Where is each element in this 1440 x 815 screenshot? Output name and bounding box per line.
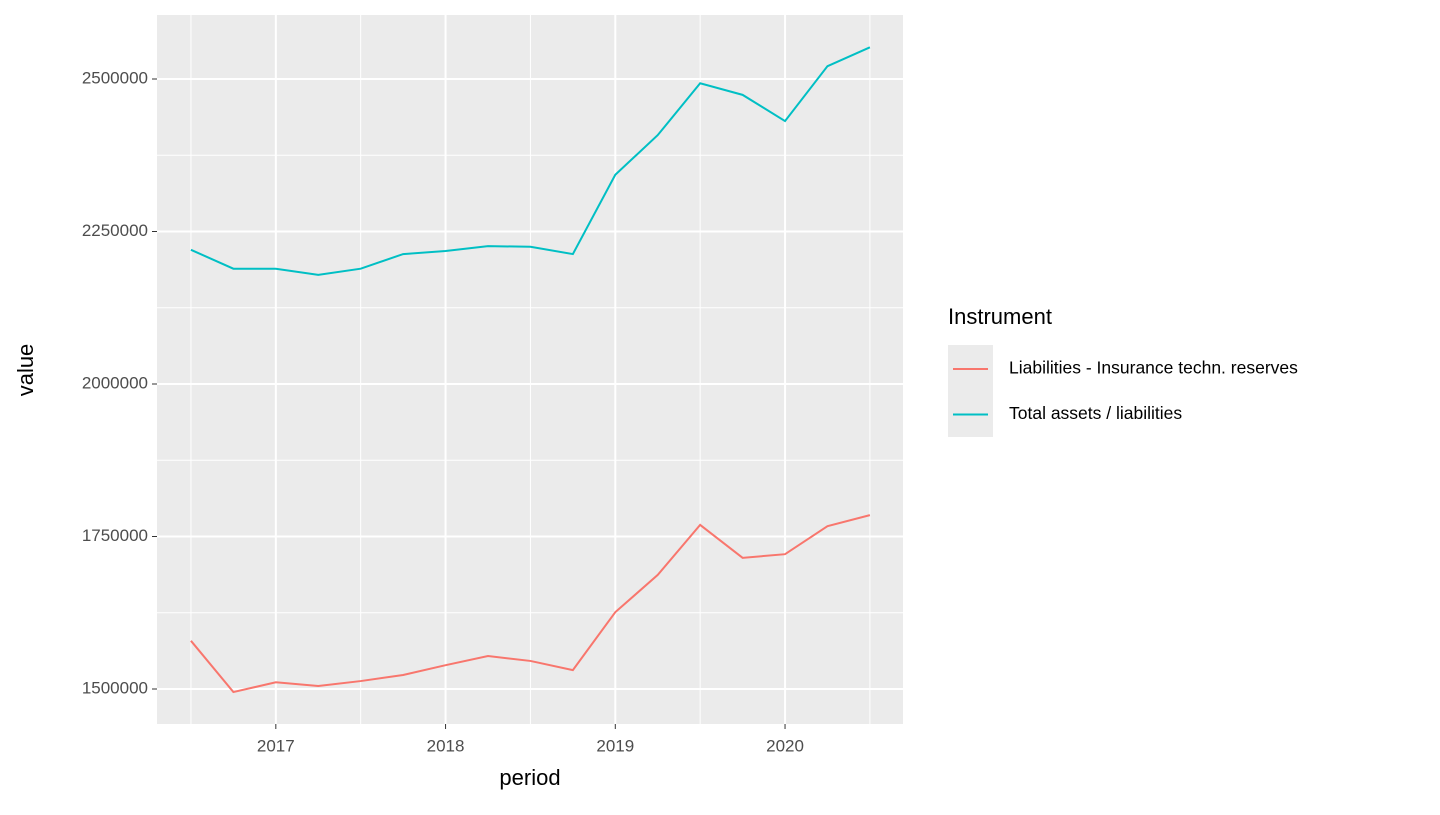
y-tick-label: 2000000: [82, 373, 148, 392]
lines: [190, 46, 871, 694]
y-tick-label: 1500000: [82, 678, 148, 697]
y-tick-label: 2500000: [82, 68, 148, 87]
x-tick-label: 2020: [766, 736, 804, 755]
x-tick-label: 2017: [257, 736, 295, 755]
x-tick-label: 2018: [427, 736, 465, 755]
series-line: [190, 46, 871, 276]
legend: Liabilities - Insurance techn. reserves T…: [953, 358, 1298, 423]
x-tick-label: 2019: [596, 736, 634, 755]
x-axis-title: period: [499, 765, 560, 790]
legend-title: Instrument: [948, 304, 1052, 329]
legend-label: Liabilities - Insurance techn. reserves: [1009, 358, 1298, 378]
y-tick-label: 1750000: [82, 526, 148, 545]
legend-label: Total assets / liabilities: [1009, 403, 1182, 423]
y-tick-label: 2250000: [82, 221, 148, 240]
grid: [157, 15, 903, 724]
legend-key-bg: [948, 345, 993, 437]
y-axis-title: value: [13, 344, 38, 397]
series-line: [190, 514, 871, 694]
